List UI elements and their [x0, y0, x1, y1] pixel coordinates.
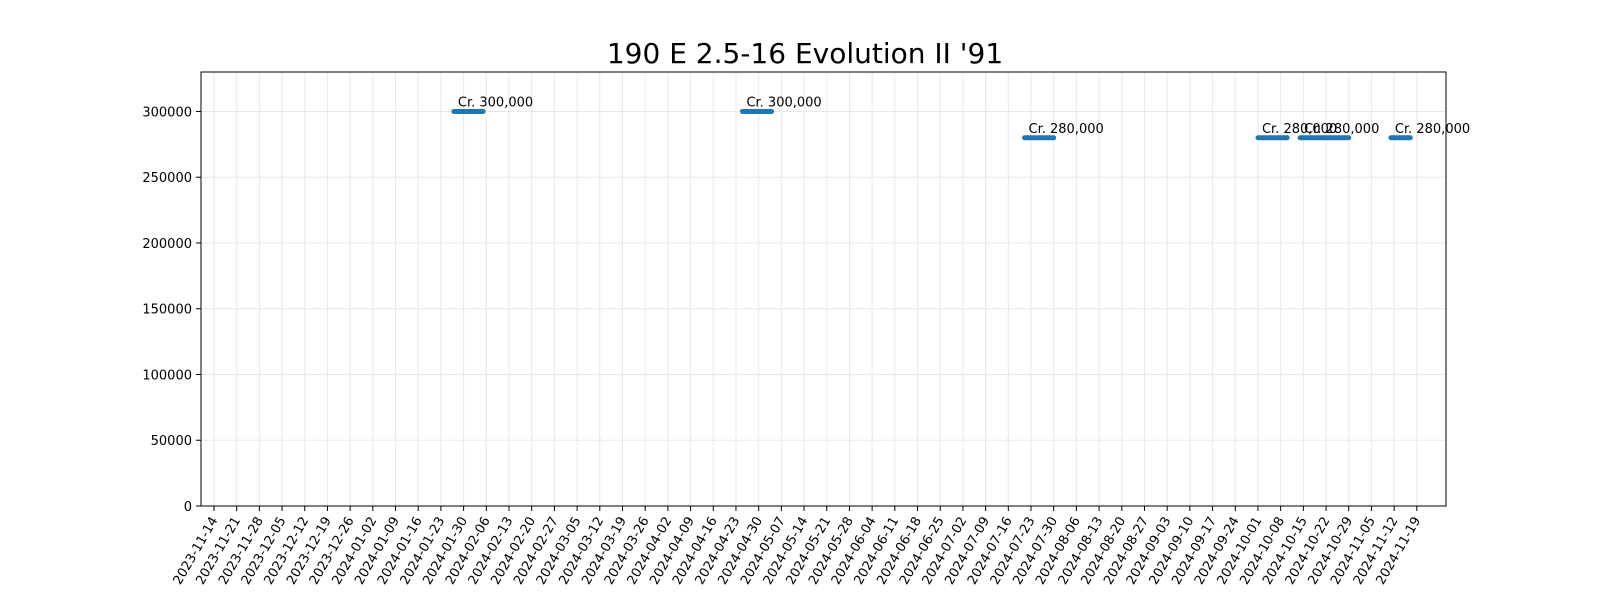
axes-layer: 0500001000001500002000002500003000002023… [142, 71, 1447, 587]
price-label-6: Cr. 280,000 [1395, 122, 1470, 137]
price-label-1: Cr. 300,000 [458, 95, 533, 110]
y-tick-label: 250000 [142, 171, 192, 186]
y-tick-label: 0 [184, 500, 192, 515]
grid-layer [201, 72, 1446, 507]
y-tick-label: 300000 [142, 105, 192, 120]
price-label-5: Cr. 280,000 [1304, 122, 1379, 137]
y-tick-label: 150000 [142, 303, 192, 318]
price-label-3: Cr. 280,000 [1029, 122, 1104, 137]
y-tick-label: 100000 [142, 368, 192, 383]
price-label-4: Cr. 280,000 [1262, 122, 1337, 137]
price-label-2: Cr. 300,000 [746, 95, 821, 110]
plot-frame [200, 71, 1447, 507]
y-tick-label: 200000 [142, 237, 192, 252]
y-tick-label: 50000 [151, 434, 192, 449]
chart-title: 190 E 2.5-16 Evolution II '91 [607, 37, 1003, 70]
series-layer [451, 108, 1413, 141]
